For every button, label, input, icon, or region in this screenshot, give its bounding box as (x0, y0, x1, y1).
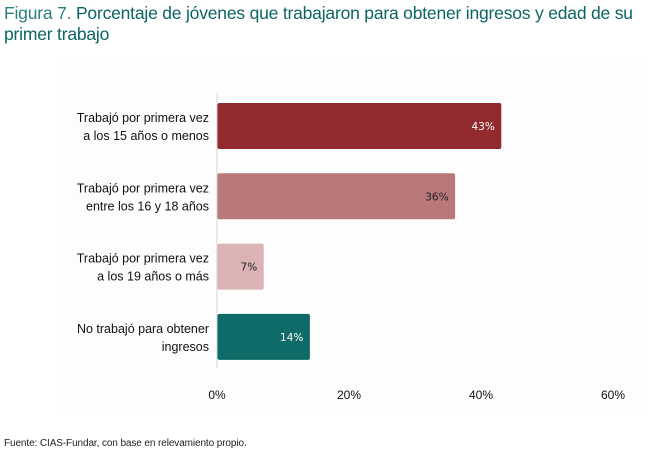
category-label: a los 19 años o más (97, 270, 209, 284)
category-label: No trabajó para obtener (77, 322, 209, 336)
category-label: a los 15 años o menos (83, 129, 209, 143)
category-label: ingresos (162, 340, 209, 354)
data-label: 7% (241, 262, 258, 274)
data-label: 36% (425, 191, 448, 203)
x-tick-label: 0% (208, 388, 226, 402)
category-label: Trabajó por primera vez (77, 111, 209, 125)
figure-title-line2: primer trabajo (4, 24, 110, 44)
source-note: Fuente: CIAS-Fundar, con base en relevam… (4, 438, 247, 449)
figure-title-text: Porcentaje de jóvenes que trabajaron par… (75, 3, 633, 23)
data-label: 43% (471, 121, 494, 133)
category-label: Trabajó por primera vez (77, 181, 209, 195)
bar (217, 243, 264, 290)
data-label: 14% (280, 332, 303, 344)
category-label: entre los 16 y 18 años (86, 199, 209, 213)
figure-title: Figura 7. Porcentaje de jóvenes que trab… (4, 3, 646, 45)
bar (217, 313, 310, 360)
x-tick-label: 60% (601, 388, 625, 402)
category-label: Trabajó por primera vez (77, 252, 209, 266)
bar (217, 103, 502, 149)
x-tick-label: 40% (469, 388, 493, 402)
x-tick-label: 20% (337, 388, 361, 402)
bar (217, 173, 456, 220)
figure-number: Figura 7. (4, 3, 72, 23)
